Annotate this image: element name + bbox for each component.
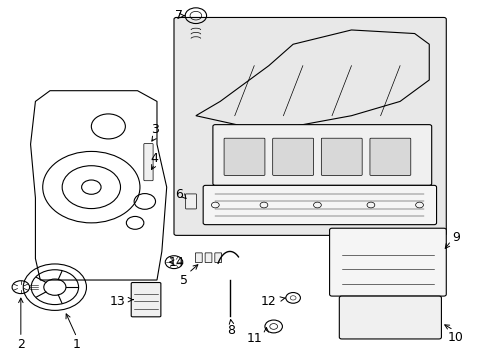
FancyBboxPatch shape — [203, 185, 436, 225]
Text: 4: 4 — [150, 152, 158, 165]
Text: 12: 12 — [260, 295, 276, 308]
Text: 3: 3 — [150, 123, 158, 136]
FancyBboxPatch shape — [339, 296, 441, 339]
FancyBboxPatch shape — [131, 283, 161, 317]
Text: 6: 6 — [175, 188, 183, 201]
Text: 5: 5 — [180, 274, 187, 287]
FancyBboxPatch shape — [321, 138, 362, 175]
FancyBboxPatch shape — [174, 18, 446, 235]
Text: 10: 10 — [447, 331, 463, 344]
FancyBboxPatch shape — [212, 125, 431, 185]
FancyBboxPatch shape — [195, 253, 202, 262]
FancyBboxPatch shape — [369, 138, 410, 175]
FancyBboxPatch shape — [224, 138, 264, 175]
Text: 8: 8 — [227, 324, 235, 337]
Text: 13: 13 — [109, 295, 125, 308]
FancyBboxPatch shape — [185, 194, 196, 209]
Text: 9: 9 — [451, 231, 459, 244]
Text: 11: 11 — [246, 333, 262, 346]
FancyBboxPatch shape — [329, 228, 446, 296]
FancyBboxPatch shape — [204, 253, 211, 262]
Text: 14: 14 — [168, 256, 184, 269]
FancyBboxPatch shape — [214, 253, 221, 262]
Text: 7: 7 — [175, 9, 183, 22]
FancyBboxPatch shape — [143, 144, 153, 181]
Text: 2: 2 — [17, 338, 25, 351]
FancyBboxPatch shape — [272, 138, 313, 175]
Text: 1: 1 — [73, 338, 81, 351]
